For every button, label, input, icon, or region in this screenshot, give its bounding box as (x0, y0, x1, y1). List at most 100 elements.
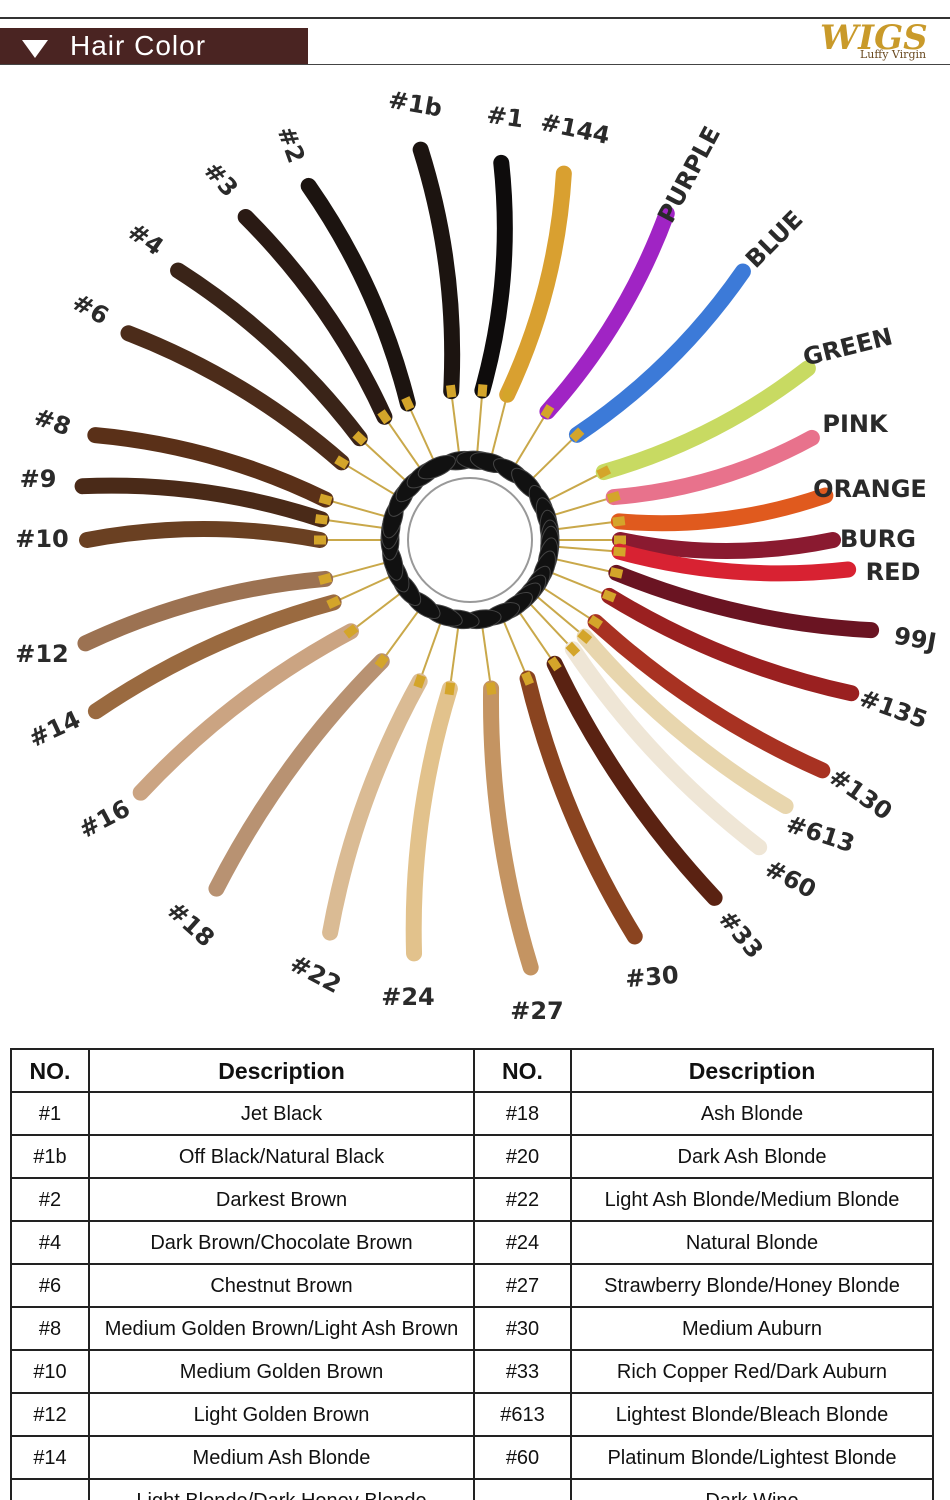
strand (564, 641, 768, 856)
table-cell: #27 (473, 1263, 572, 1308)
top-rule (0, 17, 950, 19)
strand (539, 205, 675, 420)
strand (170, 262, 368, 447)
swatch-label: #27 (510, 997, 564, 1025)
header-title: Hair Color (70, 30, 207, 61)
swatch-label: #8 (30, 403, 74, 442)
strand (77, 570, 334, 652)
table-cell: #30 (473, 1306, 572, 1351)
table-cell: Strawberry Blonde/Honey Blonde (570, 1263, 934, 1308)
swatch-label: #12 (15, 640, 69, 668)
strand (412, 141, 461, 400)
table-cell: #20 (473, 1134, 572, 1179)
strand (576, 628, 794, 814)
swatch-label: #1 (485, 101, 525, 134)
table-cell: Light Golden Brown (88, 1392, 475, 1437)
ring-wire (407, 477, 533, 603)
strand-tip (588, 615, 604, 630)
strand (405, 680, 458, 962)
swatch-label: GREEN (800, 322, 895, 371)
table-row: Light Blonde/Dark Honey Blonde Dark Wine (10, 1478, 934, 1500)
swatch-label: #613 (783, 810, 858, 858)
table-cell: #1 (10, 1091, 90, 1136)
header-bar (0, 28, 308, 64)
strand-tip (485, 681, 497, 696)
strand (482, 680, 539, 976)
table-cell: #22 (473, 1177, 572, 1222)
swatch-label: BLUE (740, 205, 808, 273)
strand-tip (334, 455, 350, 470)
strand-tip (444, 682, 456, 696)
table-row: #1b Off Black/Natural Black #20 Dark Ash Bl… (10, 1134, 934, 1179)
swatch-label: PINK (822, 410, 889, 438)
strand (612, 532, 841, 559)
strand-tip (445, 384, 457, 398)
table-cell: Darkest Brown (88, 1177, 475, 1222)
swatch-label: #16 (74, 794, 134, 844)
swatch-label: #10 (15, 525, 69, 553)
strand-tip (612, 516, 626, 527)
strand (300, 177, 416, 412)
column-header: Description (570, 1048, 934, 1093)
swatch-label: ORANGE (813, 475, 927, 503)
strand-tip (343, 624, 359, 639)
strands (74, 141, 880, 976)
swatch-label: #30 (624, 961, 680, 994)
table-cell: #33 (473, 1349, 572, 1394)
strand (79, 521, 328, 548)
clips (380, 450, 560, 630)
strand-tip (569, 427, 585, 443)
strand-tip (501, 387, 514, 402)
swatch-label: #9 (20, 465, 57, 493)
table-cell: Jet Black (88, 1091, 475, 1136)
strand (208, 653, 390, 897)
color-table: NO. Description NO. Description #1 Jet Black… (10, 1048, 934, 1500)
table-cell: #2 (10, 1177, 90, 1222)
table-cell: Lightest Blonde/Bleach Blonde (570, 1392, 934, 1437)
table-header: NO. Description NO. Description (10, 1048, 934, 1093)
strand-tip (609, 567, 624, 579)
table-cell: #613 (473, 1392, 572, 1437)
table-row: #6 Chestnut Brown #27 Strawberry Blonde/Hon… (10, 1263, 934, 1308)
swatch-label: #4 (122, 217, 168, 261)
triangle-icon (22, 40, 48, 58)
strand (519, 670, 643, 945)
strand (132, 623, 359, 801)
swatch-label: PURPLE (652, 122, 726, 228)
table-cell: Medium Auburn (570, 1306, 934, 1351)
strand-tip (401, 396, 415, 411)
strand (322, 673, 428, 941)
strand (474, 154, 513, 399)
header-rule (0, 64, 950, 65)
table-cell: Chestnut Brown (88, 1263, 475, 1308)
strand-tip (377, 409, 392, 425)
table-cell: #12 (10, 1392, 90, 1437)
strand-tip (314, 514, 328, 525)
table-row: #12 Light Golden Brown #613 Lightest Blonde… (10, 1392, 934, 1437)
swatch-label: #6 (68, 288, 114, 331)
strand (605, 429, 820, 506)
strand (608, 564, 880, 639)
strand-tip (374, 653, 389, 669)
strand-tip (318, 493, 333, 506)
strand (74, 477, 330, 528)
strand (587, 614, 831, 779)
swatch-label: #33 (713, 905, 769, 964)
swatch-label: RED (866, 558, 921, 586)
table-row: #1 Jet Black #18 Ash Blonde (10, 1091, 934, 1136)
table-cell: #8 (10, 1306, 90, 1351)
table-cell: Light Blonde/Dark Honey Blonde (88, 1478, 475, 1500)
strand-tip (606, 491, 621, 504)
clip (417, 455, 456, 480)
swatch-label: #1b (386, 86, 444, 123)
column-header: NO. (473, 1048, 572, 1093)
swatch-label: #22 (285, 949, 345, 999)
strand-tip (540, 404, 555, 419)
table-cell: #1b (10, 1134, 90, 1179)
table-cell: #6 (10, 1263, 90, 1308)
table-cell: Dark Ash Blonde (570, 1134, 934, 1179)
strand (87, 427, 334, 508)
column-header: NO. (10, 1048, 90, 1093)
